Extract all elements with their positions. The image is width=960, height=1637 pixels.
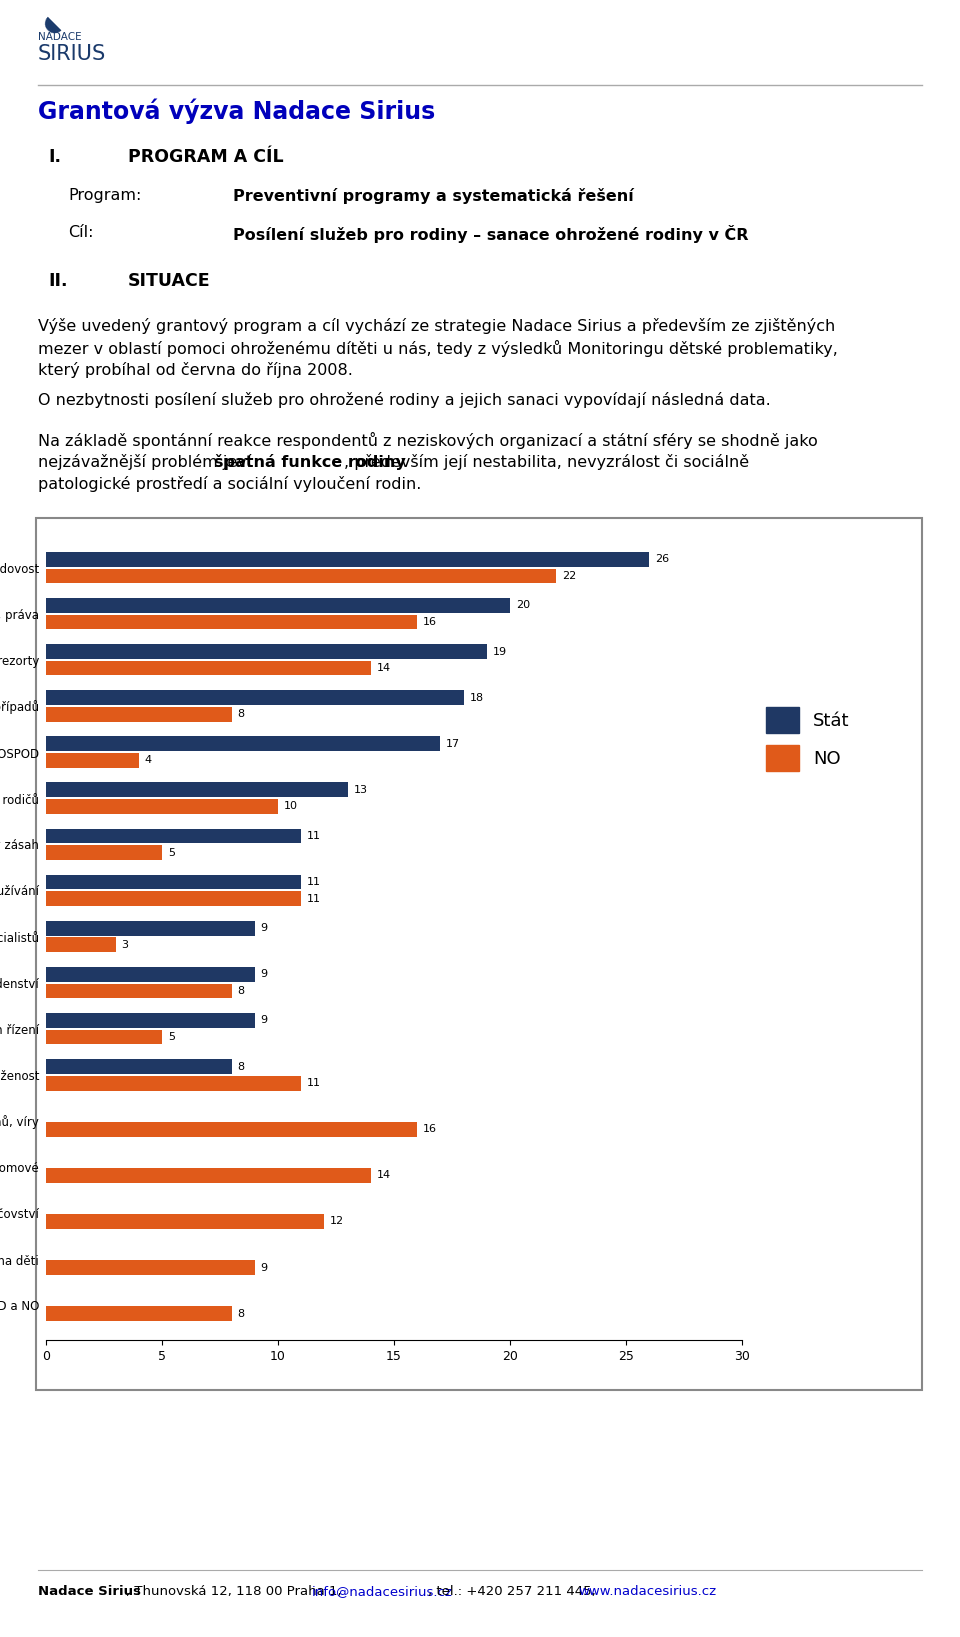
Text: Nadace Sirius: Nadace Sirius	[38, 1585, 141, 1598]
Text: 9: 9	[260, 1262, 268, 1272]
Text: Výše uvedený grantový program a cíl vychází ze strategie Nadace Sirius a předevš: Výše uvedený grantový program a cíl vych…	[38, 318, 835, 334]
Bar	[46, 598, 510, 612]
Bar	[46, 845, 162, 859]
Text: 8: 8	[237, 985, 245, 995]
Text: 11: 11	[307, 832, 321, 841]
Text: 13: 13	[353, 784, 368, 796]
Text: 17: 17	[446, 738, 461, 748]
Bar	[46, 737, 441, 751]
Text: www.nadacesirius.cz: www.nadacesirius.cz	[579, 1585, 717, 1598]
Text: Na základě spontánní reakce respondentů z neziskových organizací a státní sféry : Na základě spontánní reakce respondentů …	[38, 432, 818, 449]
Text: SIRIUS: SIRIUS	[38, 44, 107, 64]
Text: NADACE: NADACE	[38, 33, 82, 43]
Text: 20: 20	[516, 601, 530, 611]
Text: 4: 4	[145, 755, 152, 766]
Bar	[46, 643, 487, 658]
Text: Preventivní programy a systematická řešení: Preventivní programy a systematická řeše…	[233, 188, 634, 205]
Bar	[46, 1167, 371, 1184]
Bar	[46, 1059, 231, 1074]
Text: , především její nestabilita, nevyzrálost či sociálně: , především její nestabilita, nevyzrálos…	[344, 453, 749, 470]
Legend: Stát, NO: Stát, NO	[766, 707, 850, 771]
Text: Program:: Program:	[68, 188, 141, 203]
Bar	[46, 568, 557, 583]
Text: 14: 14	[376, 1170, 391, 1180]
Text: SITUACE: SITUACE	[128, 272, 210, 290]
Text: 12: 12	[330, 1216, 345, 1226]
Text: Posílení služeb pro rodiny – sanace ohrožené rodiny v ČR: Posílení služeb pro rodiny – sanace ohro…	[233, 224, 749, 242]
Text: 9: 9	[260, 923, 268, 933]
Text: 5: 5	[168, 1031, 175, 1043]
Bar	[46, 1121, 418, 1136]
Bar	[46, 1215, 324, 1229]
Bar	[46, 1030, 162, 1044]
Bar	[46, 799, 278, 814]
Text: 11: 11	[307, 1079, 321, 1089]
Bar	[46, 967, 254, 982]
Text: 16: 16	[423, 617, 437, 627]
Bar	[46, 707, 231, 722]
Bar	[46, 1076, 301, 1090]
Text: špatná funkce rodiny: špatná funkce rodiny	[213, 453, 405, 470]
Text: , Thunovská 12, 118 00 Praha 1,: , Thunovská 12, 118 00 Praha 1,	[127, 1585, 347, 1598]
Bar	[46, 782, 348, 797]
Text: 10: 10	[284, 802, 298, 812]
Text: 22: 22	[563, 571, 576, 581]
Text: 26: 26	[655, 555, 669, 565]
Bar	[46, 938, 115, 953]
Text: 11: 11	[307, 894, 321, 904]
Text: 3: 3	[121, 940, 129, 949]
Text: 9: 9	[260, 1015, 268, 1025]
Bar	[46, 614, 418, 629]
Bar	[46, 828, 301, 843]
Text: 19: 19	[492, 647, 507, 656]
Bar	[46, 984, 231, 999]
Text: 11: 11	[307, 877, 321, 887]
Bar	[46, 874, 301, 889]
Text: , tel.: +420 257 211 445,: , tel.: +420 257 211 445,	[428, 1585, 600, 1598]
Text: info@nadacesirius.cz: info@nadacesirius.cz	[312, 1585, 453, 1598]
Bar	[46, 1013, 254, 1028]
Text: I.: I.	[48, 147, 61, 165]
Text: Grantová výzva Nadace Sirius: Grantová výzva Nadace Sirius	[38, 98, 435, 123]
Text: patologické prostředí a sociální vyloučení rodin.: patologické prostředí a sociální vylouče…	[38, 476, 421, 493]
Text: 16: 16	[423, 1125, 437, 1134]
Text: 9: 9	[260, 969, 268, 979]
Text: II.: II.	[48, 272, 67, 290]
Bar	[36, 517, 922, 1390]
Text: 8: 8	[237, 1308, 245, 1319]
Text: 8: 8	[237, 709, 245, 719]
Bar	[46, 891, 301, 905]
Bar	[46, 922, 254, 936]
Text: 18: 18	[469, 692, 484, 702]
Text: O nezbytnosti posílení služeb pro ohrožené rodiny a jejich sanaci vypovídají nás: O nezbytnosti posílení služeb pro ohrože…	[38, 391, 771, 408]
Text: nejzávažnější problém jeví: nejzávažnější problém jeví	[38, 453, 256, 470]
Bar	[46, 661, 371, 676]
Text: ◖: ◖	[38, 11, 64, 38]
Bar	[46, 691, 464, 706]
Text: mezer v oblastí pomoci ohroženému dítěti u nás, tedy z výsledků Monitoringu děts: mezer v oblastí pomoci ohroženému dítěti…	[38, 340, 838, 357]
Bar	[46, 552, 649, 566]
Bar	[46, 1260, 254, 1275]
Text: Cíl:: Cíl:	[68, 224, 93, 241]
Text: 14: 14	[376, 663, 391, 673]
Text: 8: 8	[237, 1061, 245, 1072]
Text: PROGRAM A CÍL: PROGRAM A CÍL	[128, 147, 283, 165]
Bar	[46, 753, 139, 768]
Bar	[46, 1306, 231, 1321]
Text: 5: 5	[168, 848, 175, 858]
Text: který probíhal od června do října 2008.: který probíhal od června do října 2008.	[38, 362, 353, 378]
